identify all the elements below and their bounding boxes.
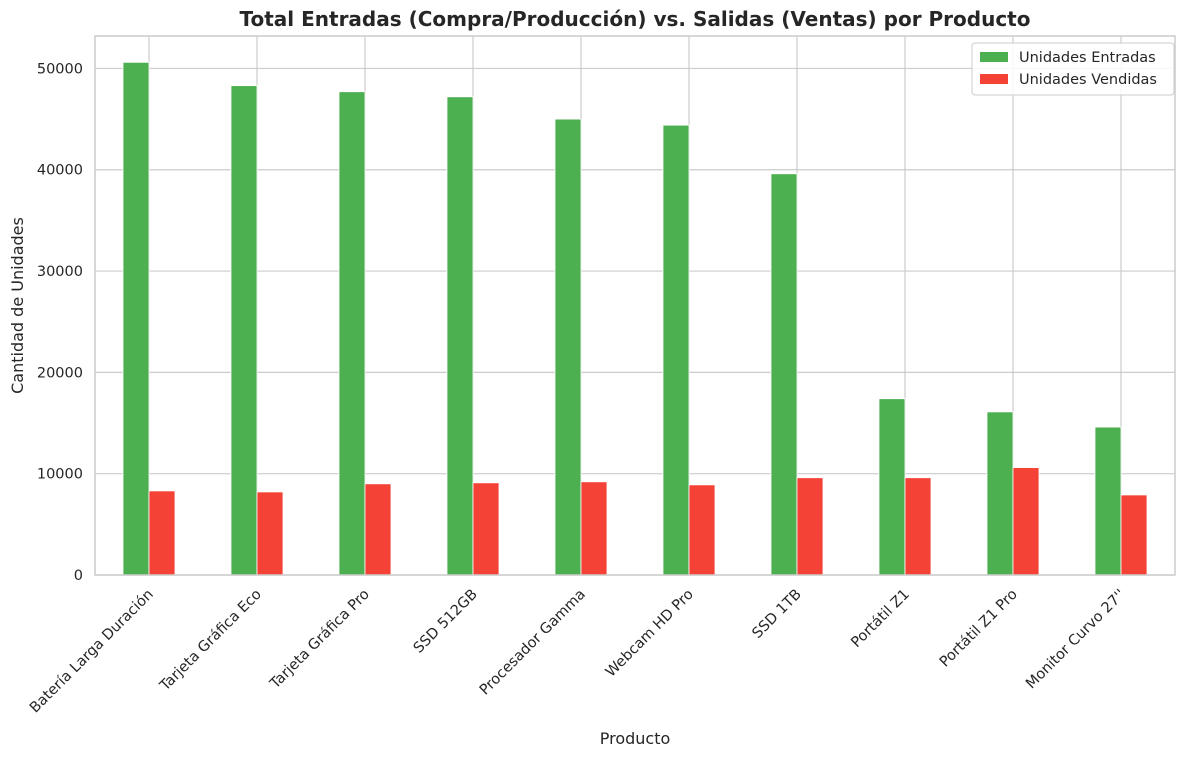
legend-swatch-vendidas bbox=[980, 74, 1008, 84]
bar-entradas bbox=[662, 124, 690, 576]
bar-entradas bbox=[446, 96, 474, 576]
bar-vendidas bbox=[904, 477, 932, 576]
bar-entradas bbox=[1094, 426, 1122, 576]
bar-entradas bbox=[122, 61, 150, 576]
bar-vendidas bbox=[148, 490, 176, 576]
x-axis-label: Producto bbox=[600, 729, 671, 748]
x-axis-ticks: Batería Larga Duración Tarjeta Gráfica Ec… bbox=[27, 586, 1129, 716]
bar-entradas bbox=[986, 411, 1014, 576]
x-tick-label: SSD 1TB bbox=[750, 587, 805, 642]
legend-swatch-entradas bbox=[980, 52, 1008, 62]
x-tick-label: Portátil Z1 bbox=[848, 587, 912, 651]
x-tick-label: Procesador Gamma bbox=[477, 587, 589, 699]
bar-entradas bbox=[554, 118, 582, 576]
y-tick-label: 0 bbox=[74, 568, 83, 584]
y-axis-label: Cantidad de Unidades bbox=[8, 217, 27, 394]
bar-vendidas bbox=[796, 477, 824, 576]
legend-label-entradas: Unidades Entradas bbox=[1019, 50, 1156, 66]
bar-vendidas bbox=[364, 483, 392, 576]
y-tick-label: 50000 bbox=[37, 61, 83, 77]
y-tick-label: 30000 bbox=[37, 264, 83, 280]
bars bbox=[122, 61, 1148, 576]
bar-vendidas bbox=[580, 481, 608, 576]
y-tick-label: 10000 bbox=[37, 467, 83, 483]
x-tick-label: Webcam HD Pro bbox=[603, 586, 697, 680]
bar-vendidas bbox=[472, 482, 500, 576]
y-tick-label: 20000 bbox=[37, 365, 83, 381]
x-tick-label: Tarjeta Gráfica Eco bbox=[157, 586, 265, 694]
bar-vendidas bbox=[688, 484, 716, 576]
legend-label-vendidas: Unidades Vendidas bbox=[1019, 72, 1157, 88]
bar-vendidas bbox=[1120, 494, 1148, 576]
x-tick-label: Batería Larga Duración bbox=[27, 587, 157, 717]
bar-entradas bbox=[770, 173, 798, 576]
x-tick-label: Portátil Z1 Pro bbox=[937, 586, 1021, 670]
x-tick-label: Monitor Curvo 27'' bbox=[1023, 587, 1129, 693]
bar-vendidas bbox=[256, 491, 284, 576]
x-tick-label: SSD 512GB bbox=[411, 587, 481, 657]
chart-title: Total Entradas (Compra/Producción) vs. S… bbox=[240, 7, 1031, 31]
legend: Unidades Entradas Unidades Vendidas bbox=[971, 42, 1175, 96]
bar-entradas bbox=[230, 85, 258, 576]
bar-entradas bbox=[338, 91, 366, 576]
bar-vendidas bbox=[1012, 467, 1040, 576]
bar-entradas bbox=[878, 398, 906, 576]
y-axis-ticks: 0 10000 20000 30000 40000 50000 bbox=[37, 61, 83, 584]
plot-frame bbox=[94, 35, 1176, 576]
x-tick-label: Tarjeta Gráfica Pro bbox=[267, 586, 373, 692]
legend-box bbox=[971, 42, 1175, 96]
y-tick-label: 40000 bbox=[37, 163, 83, 179]
